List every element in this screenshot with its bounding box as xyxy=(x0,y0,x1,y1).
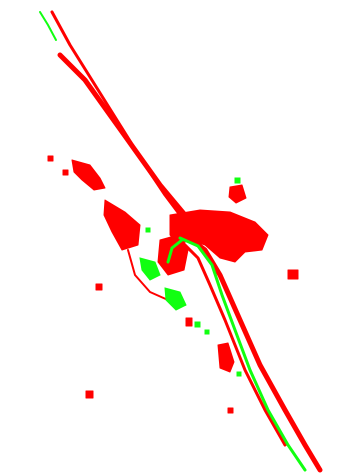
green-patch xyxy=(235,178,240,183)
red-cluster xyxy=(218,343,234,372)
green-track xyxy=(180,238,305,470)
red-patch xyxy=(288,270,298,279)
red-track xyxy=(185,235,320,470)
red-patch xyxy=(96,284,102,290)
red-track xyxy=(60,55,185,215)
red-patch xyxy=(228,408,233,413)
map-view xyxy=(0,0,350,475)
page: {} (() => { const data = JSON.parse(docu… xyxy=(0,0,350,475)
red-patch xyxy=(48,156,53,161)
green-cluster xyxy=(165,288,186,310)
green-patch xyxy=(195,322,200,327)
red-cluster xyxy=(104,200,140,250)
green-patch xyxy=(237,372,241,376)
red-patch xyxy=(186,318,192,326)
red-cluster xyxy=(229,185,246,203)
green-patch xyxy=(146,228,150,232)
red-cluster xyxy=(72,160,105,190)
green-patch xyxy=(205,330,209,334)
red-patch xyxy=(86,391,93,398)
red-patch xyxy=(63,170,68,175)
green-cluster xyxy=(140,258,160,280)
